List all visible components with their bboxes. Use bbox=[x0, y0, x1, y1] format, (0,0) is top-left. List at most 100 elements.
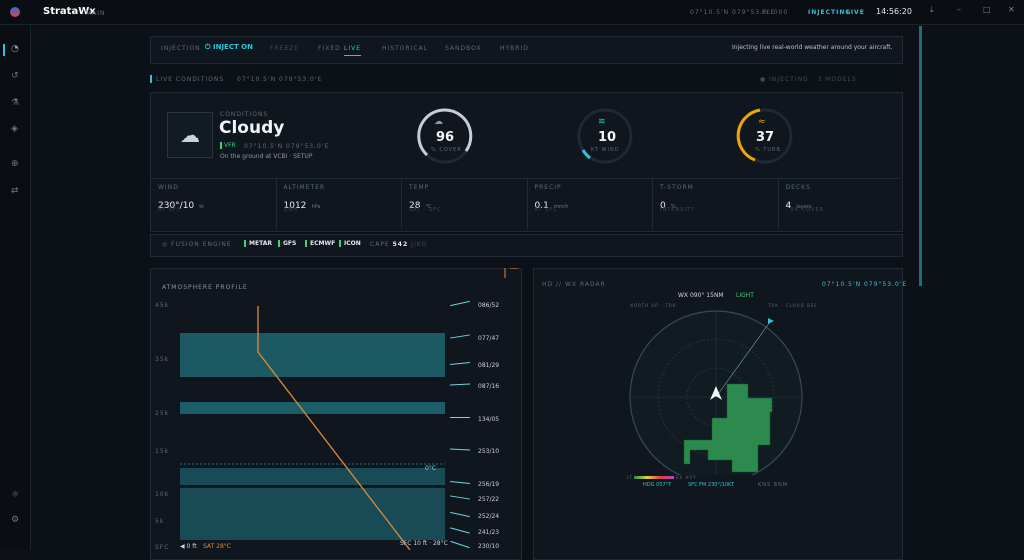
fusion-source[interactable]: GFS bbox=[278, 240, 296, 247]
mode-sandbox[interactable]: SANDBOX bbox=[445, 45, 482, 52]
scrollbar[interactable] bbox=[919, 26, 922, 286]
live-status: ● INJECTING · 3 MODELS bbox=[760, 76, 857, 83]
mode-historical[interactable]: HISTORICAL bbox=[382, 45, 429, 52]
radar-range-note: KNS 8NM bbox=[758, 482, 789, 488]
gauge-icon: ≋ bbox=[598, 117, 606, 127]
scale-high: EX HVY bbox=[676, 475, 697, 480]
nav-globe[interactable]: ⊕ bbox=[11, 159, 19, 169]
stat-unit: % bbox=[670, 204, 676, 210]
nav-sun[interactable]: ☼ bbox=[11, 490, 20, 500]
stat-divider bbox=[401, 179, 402, 229]
wind-label: 081/29 bbox=[478, 362, 500, 369]
stat-unit: kt bbox=[199, 204, 205, 210]
gauge-unit: % TURB bbox=[755, 147, 781, 153]
altitude-label: SFC bbox=[155, 544, 170, 551]
stat-unit: mm/h bbox=[553, 204, 569, 210]
profile-title: ATMOSPHERE PROFILE bbox=[162, 284, 248, 291]
stat-sub: AT SFC bbox=[534, 207, 558, 213]
wind-label: 257/22 bbox=[478, 496, 500, 503]
mode-freeze[interactable]: FREEZE bbox=[270, 45, 300, 52]
fusion-source[interactable]: ECMWF bbox=[305, 240, 335, 247]
wind-label: 087/16 bbox=[478, 383, 500, 390]
scale-low: LT bbox=[627, 475, 634, 480]
radar-scope bbox=[629, 310, 803, 475]
fusion-source[interactable]: METAR bbox=[244, 240, 272, 247]
stat-unit: hPa bbox=[311, 204, 321, 210]
surface-label: SFC 10 ft · 28°C bbox=[400, 540, 448, 547]
gauge-arc bbox=[417, 108, 473, 157]
fusion-label-text: FUSION ENGINE bbox=[171, 241, 232, 248]
nav-dashboard[interactable]: ◔ bbox=[11, 44, 19, 54]
divider bbox=[151, 178, 900, 179]
wind-barb bbox=[450, 417, 470, 418]
gauge-icon: ≈ bbox=[758, 117, 766, 127]
stat-label: WIND bbox=[158, 184, 179, 191]
download[interactable]: ⤓ bbox=[930, 5, 934, 14]
live-title: LIVE CONDITIONS bbox=[156, 76, 225, 83]
stat-divider bbox=[652, 179, 653, 229]
stat-divider bbox=[777, 179, 779, 229]
stat-sub: SAT · SFC bbox=[409, 207, 442, 213]
gauge-value: 96 bbox=[436, 130, 455, 145]
mode-bar bbox=[150, 36, 903, 64]
altitude-label: 5k bbox=[155, 518, 165, 525]
nav-history[interactable]: ↺ bbox=[11, 71, 19, 81]
flight-level: FL 000 bbox=[762, 9, 789, 16]
cape-label: CAPE bbox=[370, 241, 390, 248]
mode-label: INJECTION bbox=[161, 45, 201, 52]
radar-left-note: NORTH UP · TRK bbox=[630, 303, 677, 308]
mode-fixed[interactable]: FIXED bbox=[318, 45, 341, 52]
clock: 14:56:20 bbox=[876, 7, 912, 16]
flight-rules: VFR bbox=[220, 142, 236, 149]
nav-routes[interactable]: ⇄ bbox=[11, 186, 19, 196]
position: 07°10.5'N 079°53.0'E bbox=[690, 9, 776, 16]
mode-hybrid[interactable]: HYBRID bbox=[500, 45, 529, 52]
fusion-source[interactable]: ICON bbox=[339, 240, 361, 247]
legend-sat: SAT 28°C bbox=[203, 543, 231, 550]
intensity-scale bbox=[634, 476, 674, 479]
gauge-unit: % COVER bbox=[431, 147, 462, 153]
wind-label: 134/05 bbox=[478, 416, 500, 423]
cloud-layer bbox=[180, 333, 445, 377]
nav-lab[interactable]: ⚗ bbox=[11, 98, 20, 108]
legend-altitude-text: 0 ft bbox=[186, 543, 197, 550]
nav-layers[interactable]: ◈ bbox=[11, 124, 18, 134]
conditions-position: 07°10.5'N 079°53.0'E bbox=[244, 143, 330, 150]
temperature-line bbox=[257, 306, 411, 550]
waypoint bbox=[768, 318, 774, 324]
stat-sub: · 8K COVER bbox=[785, 207, 825, 213]
inject-toggle-text: INJECT ON bbox=[212, 43, 253, 51]
weather-icon: ☁ bbox=[167, 112, 213, 158]
cloud-layer bbox=[180, 402, 445, 414]
accent bbox=[150, 75, 152, 83]
cloud-layer bbox=[180, 468, 445, 485]
radar-heading-label: HDG 057°T bbox=[643, 482, 672, 488]
stat-unit: °C bbox=[425, 204, 432, 210]
wind-label: 086/52 bbox=[478, 302, 500, 309]
mode-description: Injecting live real-world weather around… bbox=[732, 44, 893, 51]
fusion-label: ◎ FUSION ENGINE bbox=[162, 241, 232, 248]
cloud-layer bbox=[180, 488, 445, 540]
inject-toggle[interactable]: ⏻ INJECT ON bbox=[205, 43, 253, 51]
mode: LIVE bbox=[846, 9, 865, 16]
nav-settings[interactable]: ⚙ bbox=[11, 515, 20, 525]
maximize[interactable]: □ bbox=[983, 5, 991, 14]
stat-value: 28 bbox=[409, 201, 421, 211]
conditions-label: CONDITIONS bbox=[220, 111, 269, 118]
radar-title: HD // WX RADAR bbox=[542, 281, 606, 288]
injecting: INJECTING bbox=[808, 9, 852, 16]
altitude-label: 15k bbox=[155, 448, 170, 455]
live-position: 07°10.5'N 079°53.0'E bbox=[237, 76, 323, 83]
minimize[interactable]: – bbox=[957, 5, 961, 14]
gauge-value: 37 bbox=[756, 130, 775, 145]
radar-range: WX 090° 15NM bbox=[678, 292, 724, 299]
wind-label: 241/23 bbox=[478, 529, 500, 536]
logo bbox=[10, 7, 20, 17]
gauge-unit: KT WIND bbox=[591, 147, 620, 153]
close[interactable]: ✕ bbox=[1008, 5, 1015, 14]
app-subtitle: MAIN bbox=[86, 10, 106, 17]
altitude-label: 10k bbox=[155, 491, 170, 498]
mode-live[interactable]: LIVE bbox=[344, 45, 362, 56]
radar-position: 07°10.5'N 079°53.0'E bbox=[822, 281, 908, 288]
stat-label: PRECIP bbox=[534, 184, 562, 191]
